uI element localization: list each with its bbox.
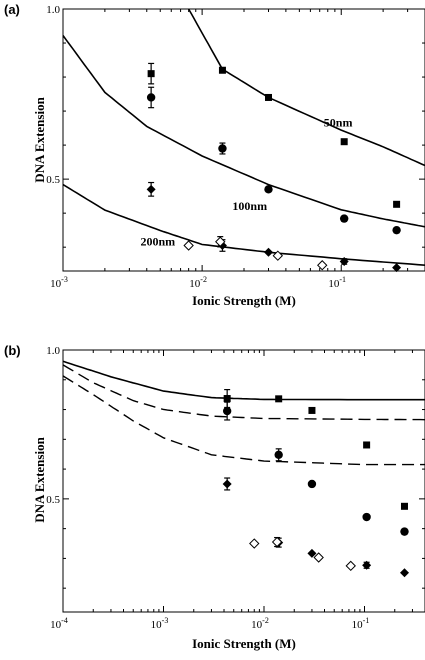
data-point-square [393, 200, 401, 208]
y-tick-label: 0.5 [46, 494, 60, 506]
data-point-square [400, 502, 408, 510]
data-point-open-diamond [271, 536, 283, 548]
data-point-circle [222, 406, 232, 416]
panel-a: (a) 10-3 10-2 10-1 1.0 0.5 50nm 100nm 200nm Io… [4, 2, 425, 308]
solid-fit-curve [62, 183, 425, 266]
data-point-circle [339, 214, 349, 223]
x-tick-label: 10-3 [151, 616, 169, 631]
data-point-diamond [392, 263, 402, 273]
data-point-diamond [263, 247, 273, 257]
panel-a-plot-frame [62, 8, 425, 272]
data-point-open-diamond [345, 560, 356, 572]
data-point-circle [392, 225, 401, 235]
data-point-open-diamond [272, 250, 284, 261]
data-point-circle [146, 93, 156, 102]
solid-fit-curve [187, 8, 425, 167]
panel-a-x-axis-label: Ionic Strength (M) [192, 293, 296, 308]
data-point-diamond [399, 568, 409, 578]
y-tick-label: 1.0 [46, 4, 60, 16]
x-tick-label: 10-1 [352, 616, 370, 631]
data-point-square [264, 93, 272, 101]
panel-b-ticks: 10-4 10-3 10-2 10-1 1.0 0.5 [46, 345, 425, 631]
data-point-open-diamond [183, 240, 194, 251]
curve-label: 50nm [324, 115, 353, 129]
panel-b-y-axis-label: DNA Extension [32, 436, 47, 522]
panel-a-fit-curves [62, 8, 425, 266]
data-point-diamond [362, 560, 372, 570]
panel-b-x-axis-label: Ionic Strength (M) [192, 636, 296, 651]
data-point-diamond [307, 548, 317, 558]
panel-b: (b) 10-4 10-3 10-2 10-1 1.0 0.5 Ionic Strengt… [4, 343, 425, 651]
data-point-circle [274, 450, 283, 459]
panel-b-fit-curves [62, 360, 425, 466]
data-point-diamond [339, 256, 349, 266]
data-point-circle [307, 479, 317, 489]
x-tick-label: 10-4 [50, 616, 68, 631]
panel-a-curve-labels: 50nm 100nm 200nm [140, 115, 352, 248]
data-point-circle [362, 512, 371, 522]
panel-b-label: (b) [4, 343, 21, 358]
panel-a-ticks: 10-3 10-2 10-1 1.0 0.5 [46, 4, 425, 290]
data-point-square [275, 395, 283, 403]
data-point-open-diamond [215, 236, 226, 247]
dashed-fit-curve [62, 375, 425, 466]
solid-fit-curve [62, 360, 425, 401]
data-point-circle [218, 144, 227, 153]
data-point-open-diamond [313, 552, 324, 563]
data-point-circle [264, 185, 273, 194]
x-tick-label: 10-1 [328, 275, 346, 290]
x-tick-label: 10-2 [251, 616, 269, 631]
data-point-open-diamond [249, 538, 260, 549]
panel-a-label: (a) [4, 2, 20, 17]
data-point-open-diamond [317, 260, 328, 271]
curve-label: 100nm [232, 199, 267, 213]
data-point-square [218, 66, 226, 74]
y-tick-label: 1.0 [46, 345, 60, 357]
x-tick-label: 10-3 [50, 275, 68, 290]
data-point-square [147, 70, 155, 78]
data-point-square [363, 441, 371, 449]
data-point-circle [400, 527, 409, 536]
x-tick-label: 10-2 [189, 275, 207, 290]
y-tick-label: 0.5 [46, 174, 60, 186]
curve-label: 200nm [140, 234, 175, 248]
data-point-square [340, 138, 348, 146]
solid-fit-curve [62, 35, 425, 228]
panel-b-plot-frame [62, 349, 425, 613]
dashed-fit-curve [62, 364, 425, 421]
data-point-diamond [222, 479, 232, 489]
data-point-square [308, 406, 316, 414]
panel-b-data-points [222, 388, 409, 578]
panel-a-y-axis-label: DNA Extension [32, 96, 47, 182]
panel-a-data-points [146, 62, 402, 273]
data-point-diamond [146, 184, 156, 194]
data-point-square [223, 395, 231, 403]
